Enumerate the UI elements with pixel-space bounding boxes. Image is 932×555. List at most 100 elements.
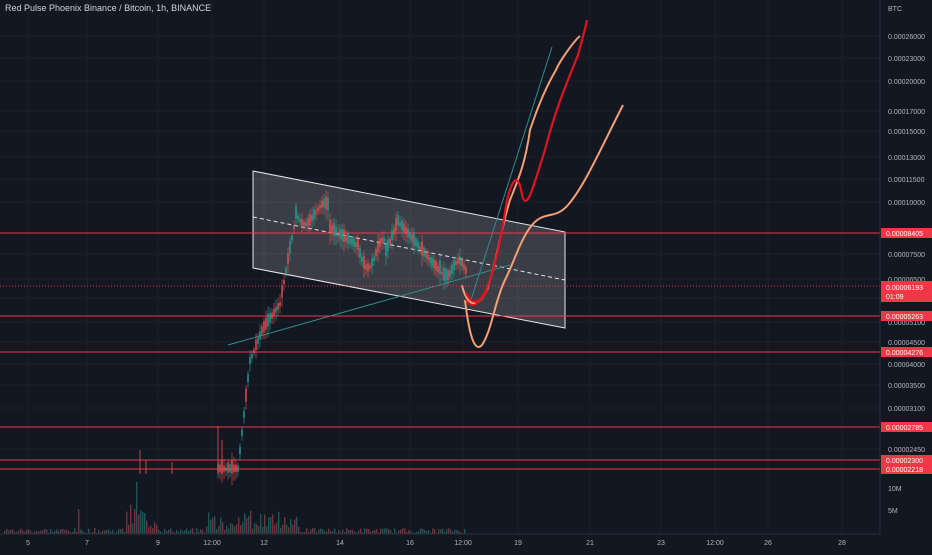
volume-bar: [220, 517, 222, 534]
volume-bar: [308, 532, 310, 534]
volume-bar: [62, 529, 64, 534]
time-tick-label: 19: [514, 540, 522, 547]
volume-bar: [36, 530, 38, 534]
volume-bar: [312, 528, 314, 534]
volume-bar: [282, 524, 284, 534]
volume-bar: [12, 529, 14, 534]
volume-bar: [122, 528, 124, 534]
level-badge: [881, 311, 932, 321]
volume-bar: [348, 529, 350, 534]
volume-bar: [80, 529, 82, 534]
price-tick-label: 0.00017000: [888, 109, 925, 116]
volume-bar: [292, 524, 294, 534]
level-badge: [881, 347, 932, 357]
price-tick-label: 0.00026000: [888, 34, 925, 41]
projection-path-main[interactable]: [465, 19, 589, 303]
volume-bar: [28, 529, 30, 534]
volume-bar: [148, 527, 150, 534]
volume-bar: [334, 528, 336, 534]
candle-body: [323, 198, 325, 208]
volume-bar: [338, 530, 340, 534]
candle-body: [245, 388, 247, 402]
trend-line-target[interactable]: [469, 46, 553, 304]
volume-bar: [172, 531, 174, 534]
volume-bar: [392, 532, 394, 534]
volume-bar: [54, 531, 56, 534]
volume-bar: [206, 526, 208, 534]
volume-bar: [376, 529, 378, 534]
volume-bar: [226, 525, 228, 534]
volume-bar: [124, 532, 126, 534]
volume-bar: [182, 531, 184, 534]
volume-bar: [72, 531, 74, 534]
candle-body: [419, 246, 421, 250]
candle-body: [405, 227, 407, 235]
volume-bar: [114, 532, 116, 534]
volume-bar: [104, 530, 106, 534]
volume-bar: [440, 529, 442, 534]
candle-body: [297, 215, 299, 220]
candle-body: [445, 268, 447, 282]
chart-title: Red Pulse Phoenix Binance / Bitcoin, 1h,…: [5, 3, 212, 13]
candle-body: [459, 256, 461, 265]
candle-body: [457, 258, 459, 264]
volume-tick-10m: 10M: [888, 486, 902, 493]
volume-bar: [140, 510, 142, 534]
volume-bar: [90, 532, 92, 534]
volume-bar: [56, 529, 58, 534]
trend-line-support[interactable]: [227, 264, 511, 346]
price-tick-label: 0.00003500: [888, 383, 925, 390]
volume-bar: [230, 523, 232, 534]
volume-bar: [194, 532, 196, 534]
candle-body: [301, 219, 303, 226]
volume-bar: [394, 528, 396, 534]
projection-path-start[interactable]: [465, 289, 489, 306]
time-axis-panel[interactable]: [0, 534, 880, 550]
candle-body: [347, 233, 349, 244]
current-price-value: 0.00006193: [886, 285, 923, 292]
volume-bar: [160, 531, 162, 534]
volume-bar: [402, 528, 404, 534]
candle-body: [329, 220, 331, 234]
volume-bar: [314, 528, 316, 534]
volume-bar: [212, 517, 214, 534]
volume-bar: [154, 522, 156, 534]
volume-bar: [364, 528, 366, 534]
volume-bar: [256, 524, 258, 534]
candle-body: [265, 317, 267, 330]
candle-body: [263, 321, 265, 333]
volume-bar: [254, 523, 256, 534]
candle-body: [357, 238, 359, 250]
volume-bar: [306, 528, 308, 534]
volume-bar: [342, 529, 344, 534]
volume-bar: [214, 515, 216, 534]
volume-bar: [378, 532, 380, 534]
volume-bar: [186, 528, 188, 534]
volume-bar: [70, 532, 72, 534]
time-tick-label: 12: [260, 540, 268, 547]
projection-path-bear[interactable]: [464, 104, 624, 348]
volume-bar: [420, 528, 422, 534]
volume-bar: [374, 529, 376, 534]
volume-bar: [16, 531, 18, 534]
candle-body: [241, 429, 243, 436]
volume-bar: [424, 530, 426, 534]
volume-bar: [458, 530, 460, 534]
volume-bar: [450, 529, 452, 534]
volume-bar: [398, 530, 400, 534]
time-tick-label: 26: [764, 540, 772, 547]
candle-body: [359, 248, 361, 258]
volume-bar: [130, 504, 132, 534]
level-badge-value: 0.00002300: [886, 458, 923, 465]
volume-bar: [274, 524, 276, 534]
price-unit-label: BTC: [888, 6, 902, 13]
candle-body: [327, 197, 329, 211]
volume-tick-5m: 5M: [888, 508, 898, 515]
candle-body: [219, 464, 221, 473]
volume-bar: [278, 511, 280, 534]
candle-body: [269, 312, 271, 323]
volume-bar: [332, 531, 334, 534]
candle-body: [295, 206, 297, 219]
